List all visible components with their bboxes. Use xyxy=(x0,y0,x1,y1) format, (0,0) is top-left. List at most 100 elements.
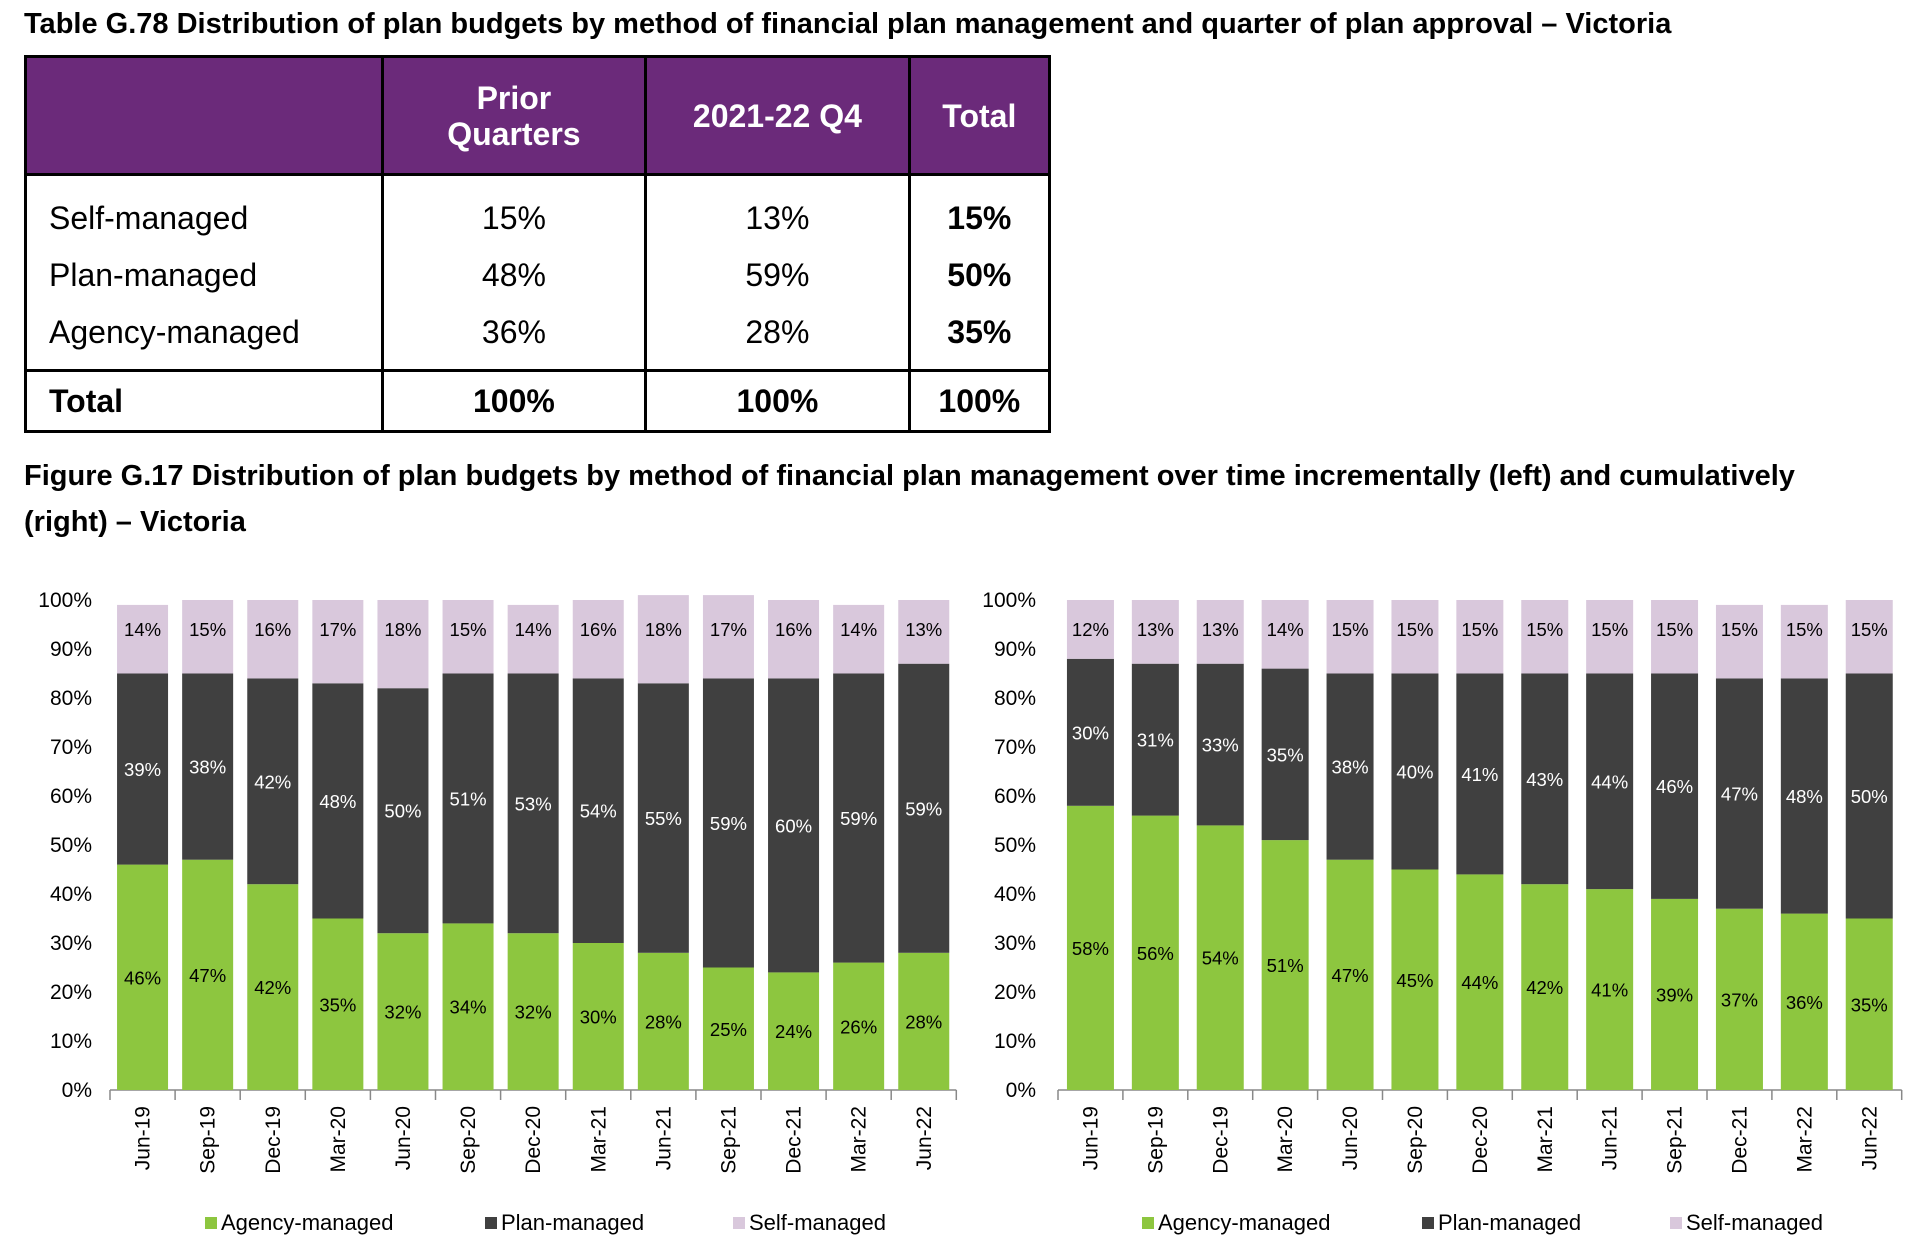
bar-segment xyxy=(247,884,299,1090)
data-label: 41% xyxy=(1461,764,1498,785)
bar-segment xyxy=(1780,913,1828,1090)
chart-cumulative: 0% 10% 20% 30% 40% 50% 60% 70% 80% 90% 100% 58% 30% 1… xyxy=(982,589,1903,1235)
data-label: 44% xyxy=(1461,972,1498,993)
cell-total: 35% xyxy=(907,304,1050,371)
y-tick-label: 20% xyxy=(50,981,92,1004)
bar-segment xyxy=(1780,604,1828,679)
cell-prior: 48% xyxy=(380,247,646,304)
data-label: 46% xyxy=(1656,776,1693,797)
bar-segment xyxy=(1131,600,1179,664)
header-total: Total xyxy=(907,56,1052,175)
cell-q4: 28% xyxy=(644,304,910,371)
bar-segment xyxy=(377,688,429,934)
data-label: 38% xyxy=(1332,757,1369,778)
data-label: 12% xyxy=(1072,619,1109,640)
x-tick-label: Sep-20 xyxy=(457,1106,480,1174)
data-label: 38% xyxy=(189,757,226,778)
x-tick-label: Sep-21 xyxy=(717,1106,740,1174)
data-label: 35% xyxy=(1851,994,1888,1015)
bar-segment xyxy=(768,600,820,679)
x-tick-label: Jun-22 xyxy=(913,1106,936,1170)
cell-q4: 59% xyxy=(644,247,910,304)
x-tick-label: Jun-21 xyxy=(1599,1106,1622,1170)
data-label: 16% xyxy=(580,619,617,640)
data-label: 17% xyxy=(710,619,747,640)
table-title: Table G.78 Distribution of plan budgets … xyxy=(24,8,1672,40)
bar-segment xyxy=(833,673,885,963)
bar-segment xyxy=(312,600,364,684)
data-label: 26% xyxy=(840,1016,877,1037)
x-tick-label: Mar-21 xyxy=(587,1106,610,1173)
bar-segment xyxy=(312,683,364,919)
bar-segment xyxy=(637,595,689,684)
bar-segment xyxy=(1521,884,1569,1090)
bar-segment xyxy=(702,595,754,679)
data-label: 51% xyxy=(1267,955,1304,976)
x-tick-label: Dec-19 xyxy=(1209,1106,1232,1174)
bar-segment xyxy=(1586,673,1634,890)
x-tick-label: Dec-20 xyxy=(1469,1106,1492,1174)
bar-segment xyxy=(1586,600,1634,674)
bar-segment xyxy=(1131,663,1179,816)
cell-total: 50% xyxy=(907,247,1050,304)
table-total-row: Total 100% 100% 100% xyxy=(25,369,1050,432)
data-label: 37% xyxy=(1721,989,1758,1010)
bar-segment xyxy=(1391,673,1439,870)
bar-segment xyxy=(572,678,624,943)
legend-label: Plan-managed xyxy=(501,1210,644,1235)
row-label: Plan-managed xyxy=(49,257,258,293)
data-label: 14% xyxy=(840,619,877,640)
bar-segment xyxy=(768,972,820,1090)
data-label: 39% xyxy=(1656,984,1693,1005)
data-label: 24% xyxy=(775,1021,812,1042)
data-label: 53% xyxy=(515,793,552,814)
data-label: 41% xyxy=(1591,980,1628,1001)
data-label: 13% xyxy=(905,619,942,640)
y-tick-label: 20% xyxy=(994,981,1036,1004)
data-label: 28% xyxy=(645,1011,682,1032)
x-tick-label: Mar-22 xyxy=(848,1106,871,1173)
data-label: 59% xyxy=(905,798,942,819)
x-tick-label: Dec-20 xyxy=(522,1106,545,1174)
bar-segment xyxy=(1326,600,1374,674)
y-tick-label: 80% xyxy=(50,687,92,710)
bar-segment xyxy=(247,600,299,679)
data-label: 44% xyxy=(1591,771,1628,792)
bar-segment xyxy=(1131,815,1179,1090)
data-label: 50% xyxy=(384,801,421,822)
bar-segment xyxy=(768,678,820,973)
bar-segment xyxy=(1066,805,1114,1090)
y-tick-label: 30% xyxy=(50,932,92,955)
data-label: 40% xyxy=(1396,762,1433,783)
data-label: 56% xyxy=(1137,943,1174,964)
cell-prior: 15% xyxy=(380,174,646,247)
bar-segment xyxy=(637,952,689,1090)
legend-swatch xyxy=(1422,1217,1434,1229)
chart-incremental: 0% 10% 20% 30% 40% 50% 60% 70% 80% 90% 100% 46% 39% 1… xyxy=(38,589,958,1235)
bar-segment xyxy=(182,673,234,860)
data-label: 47% xyxy=(189,965,226,986)
cell-q4: 100% xyxy=(644,369,910,432)
bar-segment xyxy=(1196,663,1244,826)
data-label: 50% xyxy=(1851,786,1888,807)
bar-segment xyxy=(1845,673,1893,919)
bar-segment xyxy=(1066,658,1114,806)
x-tick-label: Jun-21 xyxy=(652,1106,675,1170)
y-tick-label: 30% xyxy=(994,932,1036,955)
data-label: 42% xyxy=(254,977,291,998)
data-label: 55% xyxy=(645,808,682,829)
bar-segment xyxy=(1651,673,1699,899)
row-label: Self-managed xyxy=(49,200,249,236)
data-label: 58% xyxy=(1072,938,1109,959)
cell-total: 100% xyxy=(907,369,1050,432)
data-label: 54% xyxy=(580,801,617,822)
x-tick-label: Mar-21 xyxy=(1534,1106,1557,1173)
bar-segment xyxy=(117,673,169,865)
data-label: 35% xyxy=(1267,744,1304,765)
data-label: 42% xyxy=(1526,977,1563,998)
bar-segment xyxy=(898,600,950,664)
data-label: 32% xyxy=(384,1002,421,1023)
x-tick-label: Dec-21 xyxy=(1728,1106,1751,1174)
data-label: 15% xyxy=(1396,619,1433,640)
bar-segment xyxy=(1521,673,1569,885)
